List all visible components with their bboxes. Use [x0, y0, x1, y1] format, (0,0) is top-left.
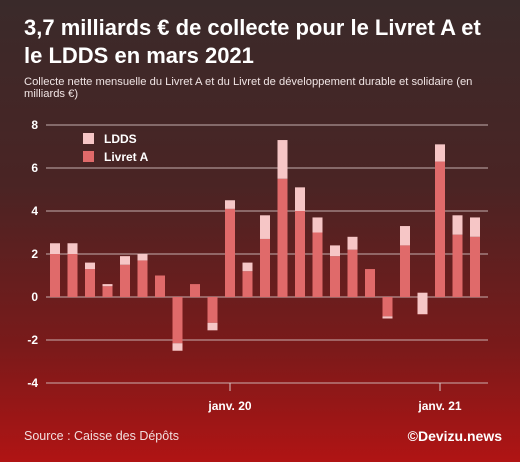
bar-ldds	[452, 215, 463, 235]
bar-livret-a	[120, 264, 130, 297]
legend-swatch	[83, 133, 94, 144]
bar-livret-a	[452, 234, 463, 297]
legend: LDDS Livret A	[83, 132, 149, 164]
bar-livret-a	[260, 238, 270, 297]
bar-livret-a	[67, 254, 78, 297]
bar-livret-a	[365, 269, 375, 297]
bar-livret-a	[242, 271, 253, 297]
bar-ldds	[120, 256, 130, 265]
bar-livret-a	[435, 161, 445, 297]
bar-livret-a	[85, 269, 95, 297]
bar-livret-a	[207, 297, 218, 323]
legend-label: LDDS	[104, 132, 137, 146]
bars	[50, 140, 480, 351]
bar-livret-a	[295, 211, 305, 297]
bar-livret-a	[330, 256, 340, 297]
legend-label: Livret A	[104, 150, 149, 164]
bar-ldds	[312, 217, 323, 233]
bar-livret-a	[470, 236, 480, 297]
bar-ldds	[470, 217, 480, 237]
bar-livret-a	[190, 284, 200, 297]
bar-livret-a	[312, 232, 323, 297]
y-tick-label: -2	[27, 333, 38, 347]
bar-ldds	[382, 316, 393, 319]
bar-ldds	[207, 322, 218, 331]
bar-ldds	[277, 140, 288, 179]
bar-ldds	[347, 236, 358, 250]
chart-title: 3,7 milliards € de collecte pour le Livr…	[24, 15, 481, 68]
y-tick-label: 4	[31, 204, 38, 218]
bar-livret-a	[225, 208, 235, 297]
bar-ldds	[435, 144, 445, 162]
bar-ldds	[417, 292, 428, 315]
bar-livret-a	[50, 254, 60, 297]
y-tick-label: 8	[31, 118, 38, 132]
credit-label: ©Devizu.news	[407, 428, 502, 444]
x-tick-label: janv. 21	[417, 399, 461, 413]
x-tick-label: janv. 20	[207, 399, 251, 413]
bar-ldds	[137, 254, 148, 261]
bar-ldds	[242, 262, 253, 272]
y-tick-label: 2	[31, 247, 38, 261]
bar-livret-a	[137, 260, 148, 297]
bar-ldds	[172, 343, 183, 351]
bar-livret-a	[102, 286, 113, 297]
bar-livret-a	[172, 297, 183, 344]
bar-ldds	[225, 200, 235, 209]
bar-ldds	[400, 226, 410, 246]
bar-ldds	[295, 187, 305, 211]
bar-ldds	[260, 215, 270, 239]
bar-ldds	[85, 262, 95, 270]
bar-livret-a	[347, 249, 358, 297]
y-tick-label: 0	[31, 290, 38, 304]
bar-ldds	[330, 245, 340, 257]
bar-ldds	[67, 243, 78, 254]
bar-livret-a	[382, 297, 393, 317]
x-axis-ticks: janv. 20 janv. 21	[207, 383, 462, 413]
legend-swatch	[83, 151, 94, 162]
y-tick-label: -4	[27, 376, 38, 390]
source-note: Source : Caisse des Dépôts	[24, 429, 179, 443]
chart-subtitle: Collecte nette mensuelle du Livret A et …	[24, 76, 473, 100]
bar-livret-a	[155, 275, 165, 297]
y-tick-label: 6	[31, 161, 38, 175]
bar-livret-a	[400, 245, 410, 297]
y-axis-ticks: 8 6 4 2 0 -2 -4	[27, 118, 38, 390]
bar-ldds	[102, 284, 113, 287]
bar-livret-a	[277, 178, 288, 297]
bar-ldds	[50, 243, 60, 254]
